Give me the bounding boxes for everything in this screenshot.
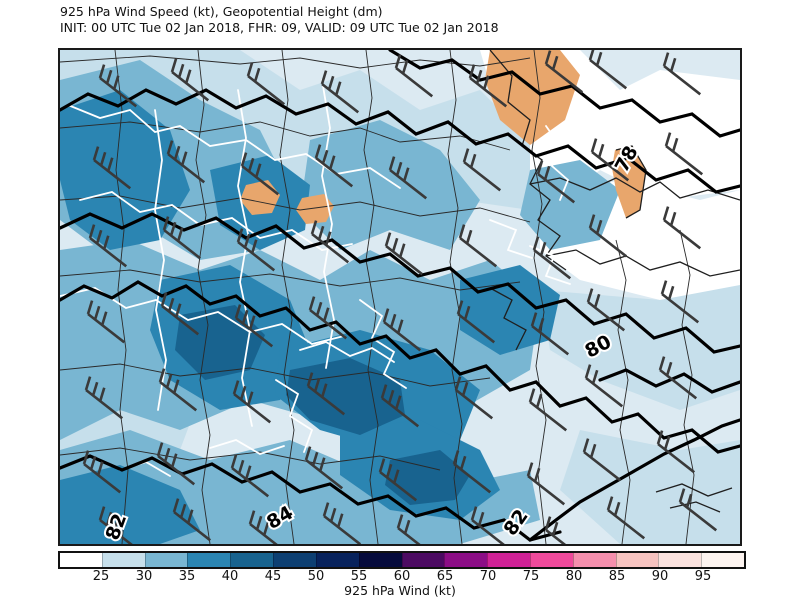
colorbar[interactable] [58, 551, 746, 569]
map-panel: 78 80 82 84 82 [58, 48, 742, 546]
colorbar-cell-15[interactable] [701, 553, 744, 567]
fill-band-35c [300, 120, 480, 250]
colorbar-cell-2[interactable] [144, 553, 188, 567]
colorbar-cell-9[interactable] [444, 553, 488, 567]
colorbar-cell-7[interactable] [358, 553, 402, 567]
colorbar-tick-85: 85 [608, 569, 626, 584]
colorbar-tick-25: 25 [92, 569, 110, 584]
colorbar-tick-70: 70 [479, 569, 497, 584]
colorbar-tick-50: 50 [307, 569, 325, 584]
contour-80 [60, 212, 740, 354]
colorbar-tick-labels: 25 30 35 40 45 50 55 60 65 70 75 80 85 90 95 [58, 569, 746, 585]
colorbar-tick-35: 35 [178, 569, 196, 584]
fill-band-warm-3 [296, 194, 334, 224]
figure-title-line-2: INIT: 00 UTC Tue 02 Jan 2018, FHR: 09, V… [60, 20, 499, 35]
colorbar-tick-90: 90 [651, 569, 669, 584]
wind-barbs [82, 50, 718, 544]
colorbar-tick-40: 40 [221, 569, 239, 584]
colorbar-cell-11[interactable] [529, 553, 573, 567]
contour-78 [388, 50, 740, 138]
colorbar-cell-14[interactable] [658, 553, 702, 567]
colorbar-cell-4[interactable] [230, 553, 274, 567]
colorbar-cell-12[interactable] [572, 553, 616, 567]
fill-band-40e [460, 265, 560, 355]
colorbar-tick-45: 45 [264, 569, 282, 584]
colorbar-cell-5[interactable] [273, 553, 316, 567]
contour-84b [528, 418, 740, 542]
contour-78b [60, 88, 740, 194]
map-canvas [60, 50, 740, 544]
colorbar-tick-30: 30 [135, 569, 153, 584]
colorbar-tick-60: 60 [393, 569, 411, 584]
coastline [489, 50, 740, 513]
colorbar-tick-75: 75 [522, 569, 540, 584]
figure-title-block: 925 hPa Wind Speed (kt), Geopotential He… [60, 4, 760, 36]
colorbar-title: 925 hPa Wind (kt) [344, 583, 456, 598]
colorbar-tick-55: 55 [350, 569, 368, 584]
colorbar-cell-3[interactable] [187, 553, 231, 567]
figure-title-line-1: 925 hPa Wind Speed (kt), Geopotential He… [60, 4, 383, 19]
colorbar-cell-8[interactable] [401, 553, 445, 567]
colorbar-cell-13[interactable] [615, 553, 659, 567]
colorbar-cell-1[interactable] [101, 553, 145, 567]
colorbar-cell-0[interactable] [60, 553, 102, 567]
fill-band-35e [520, 160, 620, 250]
fill-band-40g [60, 465, 200, 544]
fill-band-30d [560, 430, 740, 544]
colorbar-tick-65: 65 [436, 569, 454, 584]
colorbar-tick-95: 95 [694, 569, 712, 584]
highways [60, 79, 571, 477]
colorbar-cell-10[interactable] [487, 553, 530, 567]
fill-band-45 [286, 358, 405, 435]
contour-82 [60, 280, 740, 454]
contour-80b [598, 368, 740, 394]
colorbar-tick-80: 80 [565, 569, 583, 584]
colorbar-cell-6[interactable] [315, 553, 359, 567]
